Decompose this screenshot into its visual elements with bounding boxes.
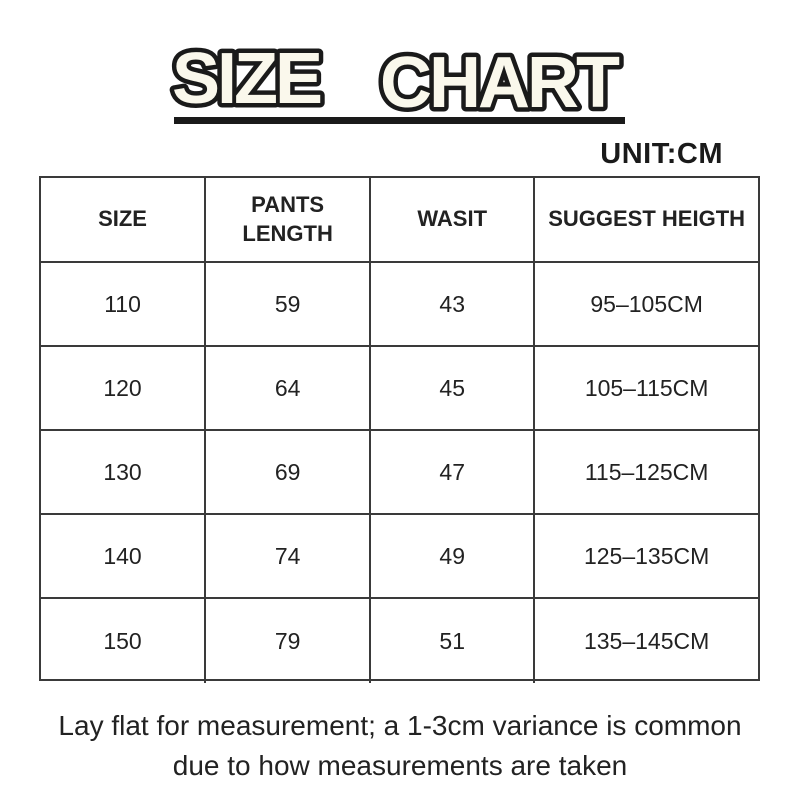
svg-text:SIZE: SIZE [172, 39, 321, 119]
svg-text:UNIT:CM: UNIT:CM [600, 138, 723, 170]
svg-text:CHART: CHART [380, 43, 620, 123]
